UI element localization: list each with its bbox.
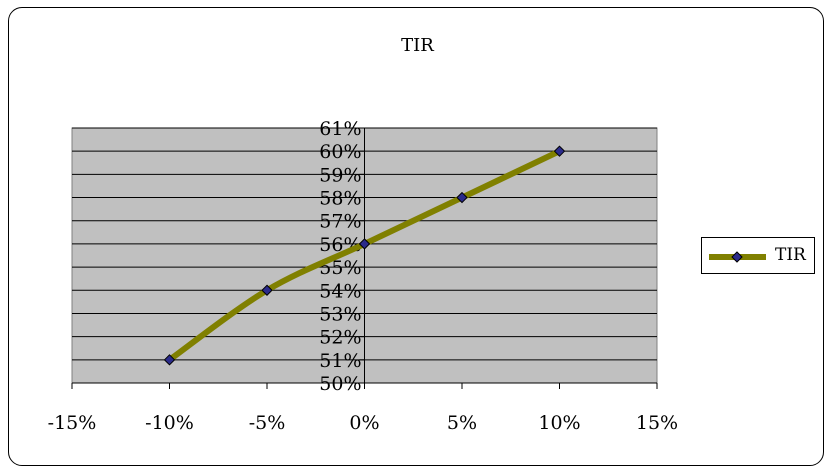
legend-swatch [709, 251, 766, 263]
y-tick-label: 60% [319, 141, 361, 163]
data-point [163, 354, 176, 366]
legend: TIR [701, 237, 815, 274]
x-tick-label: -15% [48, 412, 97, 434]
x-tick-label: 15% [636, 412, 678, 434]
data-point [358, 238, 371, 250]
legend-label: TIR [775, 245, 806, 265]
y-tick-label: 52% [319, 327, 361, 349]
x-tick-label: 0% [349, 412, 379, 434]
y-tick-label: 50% [319, 373, 361, 395]
chart-title: TIR [401, 35, 434, 56]
y-tick-label: 59% [319, 164, 361, 186]
data-point [456, 191, 468, 204]
y-tick-label: 58% [319, 188, 361, 210]
y-tick-label: 51% [319, 350, 361, 372]
y-tick-label: 57% [319, 211, 361, 233]
x-tick-label: -5% [249, 412, 286, 434]
y-tick-label: 53% [319, 303, 361, 325]
y-tick-label: 61% [319, 118, 361, 140]
y-tick-label: 54% [319, 280, 361, 302]
x-tick-label: 10% [538, 412, 580, 434]
data-point [553, 145, 566, 157]
data-point [261, 284, 273, 296]
x-tick-label: -10% [145, 412, 194, 434]
x-tick-label: 5% [447, 412, 477, 434]
